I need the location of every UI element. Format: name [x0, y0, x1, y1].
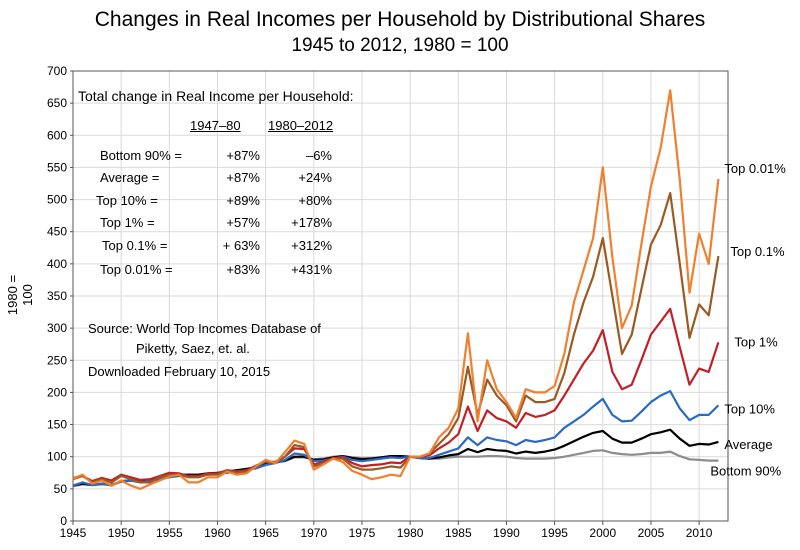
y-tick-label: 450 [47, 225, 67, 239]
annotation-row-label: Average = [100, 170, 160, 185]
annotation-row-value-1947: +87% [226, 170, 260, 185]
annotation-col2-header: 1980–2012 [268, 118, 334, 133]
annotation-col1-header: 1947–80 [190, 118, 241, 133]
series-label: Top 1% [734, 334, 778, 349]
y-tick-label: 50 [54, 482, 68, 496]
annotation-row-value-1947: +83% [226, 262, 260, 277]
x-tick-label: 1945 [60, 526, 87, 540]
x-tick-label: 1970 [300, 526, 327, 540]
annotation-row-value-1947: +89% [226, 193, 260, 208]
series-label: Average [724, 437, 772, 452]
y-tick-label: 500 [47, 193, 67, 207]
y-tick-label: 300 [47, 321, 67, 335]
series-label: Top 10% [724, 401, 775, 416]
x-tick-label: 1960 [204, 526, 231, 540]
chart-subtitle: 1945 to 2012, 1980 = 100 [291, 35, 509, 56]
annotation-row-label: Top 0.1% = [102, 238, 168, 253]
series-label: Bottom 90% [710, 464, 781, 479]
annotation-row-label: Top 1% = [100, 215, 155, 230]
y-tick-label: 150 [47, 418, 67, 432]
annotation-row-value-1947: +87% [226, 148, 260, 163]
annotation-row-label: Top 0.01% = [100, 262, 173, 277]
y-tick-label: 650 [47, 96, 67, 110]
x-tick-label: 1980 [397, 526, 424, 540]
x-tick-label: 1985 [445, 526, 472, 540]
y-tick-label: 200 [47, 385, 67, 399]
y-tick-label: 700 [47, 64, 67, 78]
download-date-note: Downloaded February 10, 2015 [88, 364, 271, 379]
annotation-row-value-1980: –6% [305, 148, 332, 163]
x-tick-label: 2000 [589, 526, 616, 540]
series-label: Top 0.1% [730, 244, 785, 259]
y-tick-label: 550 [47, 160, 67, 174]
x-tick-label: 1975 [349, 526, 376, 540]
annotation-row-value-1980: +24% [298, 170, 332, 185]
annotation-row-value-1980: +312% [291, 238, 332, 253]
chart-title: Changes in Real Incomes per Household by… [94, 8, 706, 31]
x-tick-label: 1965 [252, 526, 279, 540]
y-tick-label: 250 [47, 353, 67, 367]
annotation-row-value-1980: +80% [298, 193, 332, 208]
annotation-row-value-1947: +57% [226, 215, 260, 230]
series-line-top-0-01 [72, 89, 720, 490]
source-note: Source: World Top Incomes Database of [88, 321, 321, 336]
annotation-row-value-1980: +178% [291, 215, 332, 230]
x-tick-label: 1995 [541, 526, 568, 540]
y-tick-label: 400 [47, 257, 67, 271]
y-tick-label: 0 [60, 514, 67, 528]
y-tick-label: 100 [47, 450, 67, 464]
x-tick-label: 1950 [108, 526, 135, 540]
y-tick-label: 600 [47, 128, 67, 142]
x-tick-label: 2010 [686, 526, 713, 540]
annotation-heading: Total change in Real Income per Househol… [78, 88, 354, 104]
series-line-top-1 [72, 307, 720, 483]
y-tick-label: 350 [47, 289, 67, 303]
x-tick-label: 1990 [493, 526, 520, 540]
source-note-authors: Piketty, Saez, et. al. [136, 341, 250, 356]
x-tick-label: 2005 [638, 526, 665, 540]
x-tick-label: 1955 [156, 526, 183, 540]
annotation-row-value-1947: + 63% [222, 238, 260, 253]
series-label: Top 0.01% [724, 161, 786, 176]
annotation-row-label: Top 10% = [96, 193, 158, 208]
annotation-row-label: Bottom 90% = [100, 148, 183, 163]
annotation-row-value-1980: +431% [291, 262, 332, 277]
